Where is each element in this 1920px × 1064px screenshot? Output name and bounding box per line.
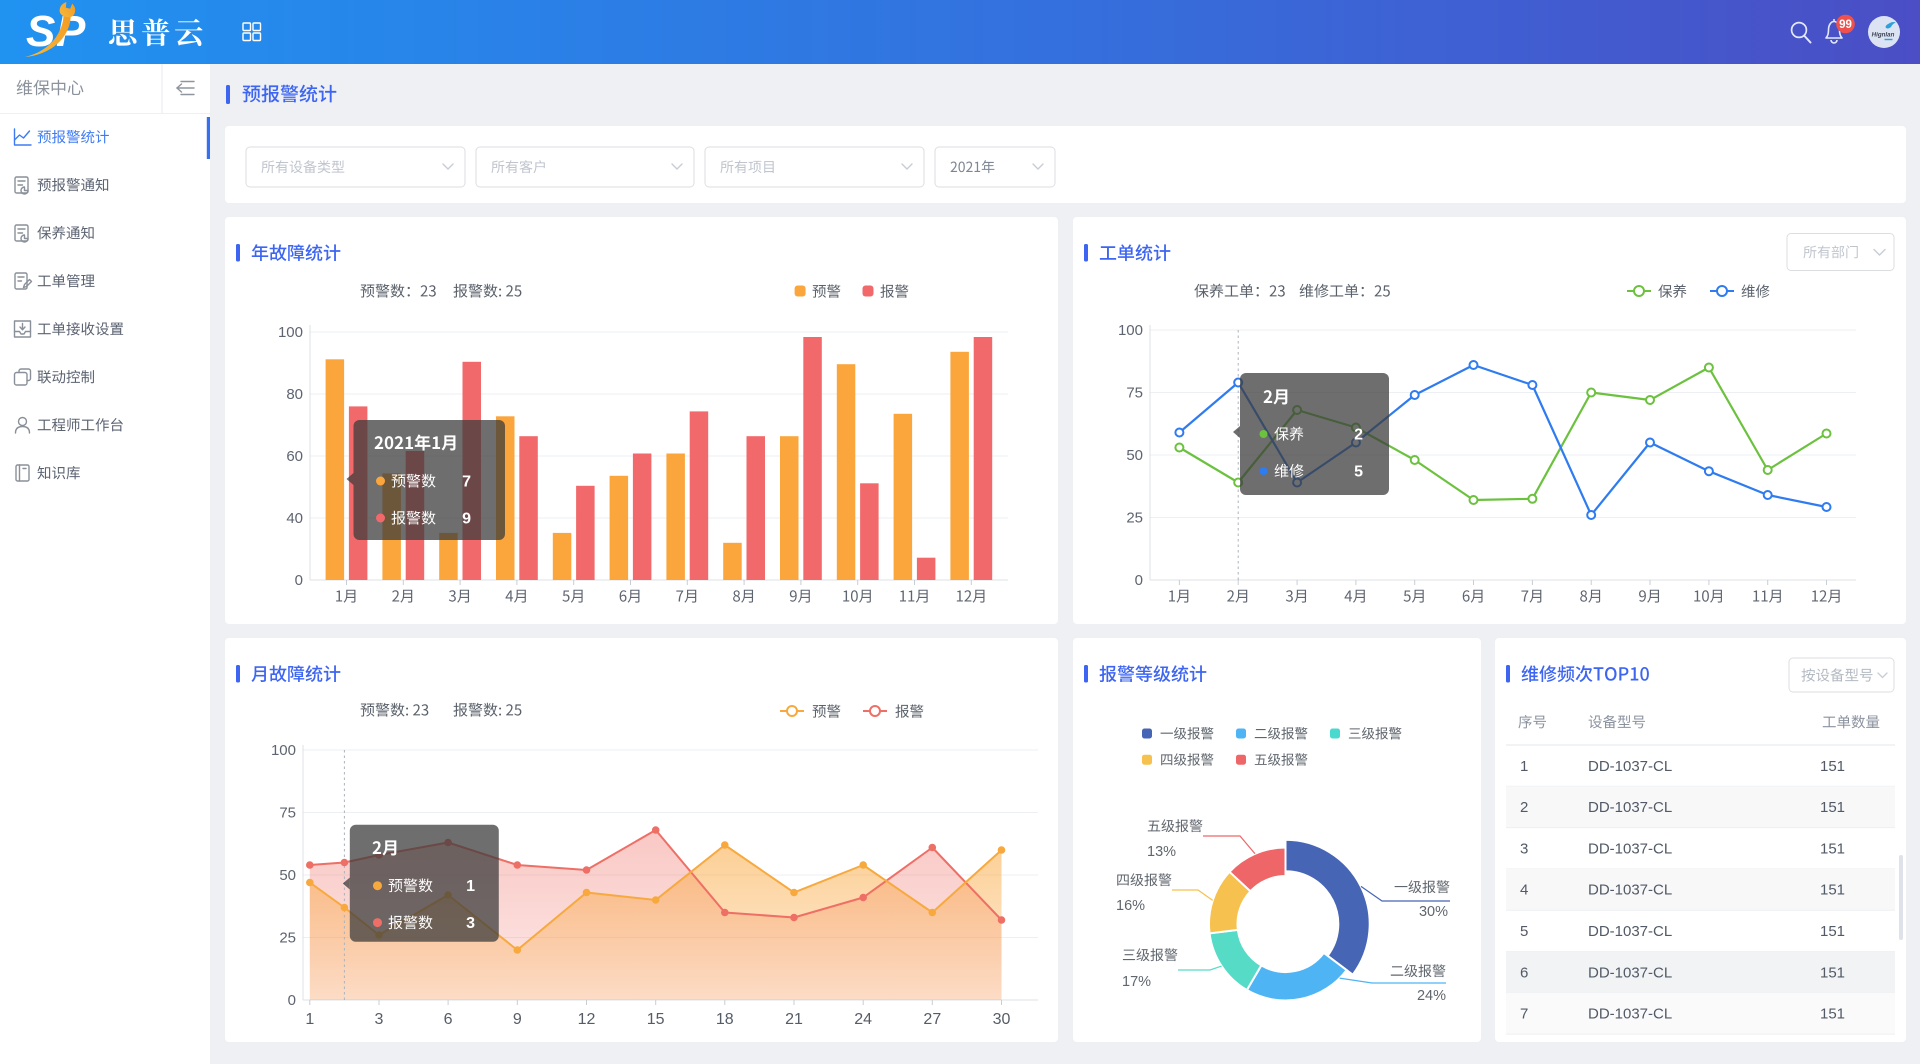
svg-text:21: 21	[785, 1011, 803, 1028]
svg-text:6: 6	[444, 1011, 453, 1028]
svg-text:151: 151	[1820, 758, 1845, 775]
svg-text:12: 12	[578, 1011, 596, 1028]
svg-text:DD-1037-CL: DD-1037-CL	[1588, 758, 1672, 775]
svg-text:3: 3	[466, 915, 475, 932]
svg-text:DD-1037-CL: DD-1037-CL	[1588, 799, 1672, 816]
svg-text:151: 151	[1820, 840, 1845, 857]
svg-text:15: 15	[647, 1011, 665, 1028]
svg-text:30%: 30%	[1419, 904, 1448, 920]
svg-text:2: 2	[1520, 799, 1528, 816]
svg-text:DD-1037-CL: DD-1037-CL	[1588, 923, 1672, 940]
svg-text:0: 0	[288, 992, 296, 1009]
svg-text:13%: 13%	[1147, 844, 1176, 860]
svg-text:151: 151	[1820, 1006, 1845, 1023]
svg-text:S: S	[26, 7, 55, 56]
svg-text:DD-1037-CL: DD-1037-CL	[1588, 964, 1672, 981]
svg-text:24%: 24%	[1417, 988, 1446, 1004]
svg-text:3: 3	[1520, 840, 1528, 857]
svg-text:DD-1037-CL: DD-1037-CL	[1588, 840, 1672, 857]
svg-text:18: 18	[716, 1011, 734, 1028]
svg-text:25: 25	[279, 930, 296, 947]
svg-text:100: 100	[271, 742, 296, 759]
svg-text:5: 5	[1354, 463, 1363, 480]
svg-text:151: 151	[1820, 799, 1845, 816]
svg-text:2: 2	[1354, 426, 1363, 443]
svg-text:1: 1	[466, 878, 475, 895]
svg-text:25: 25	[1126, 510, 1143, 527]
svg-text:40: 40	[286, 510, 303, 527]
svg-text:24: 24	[854, 1011, 872, 1028]
svg-text:80: 80	[286, 386, 303, 403]
svg-text:3: 3	[375, 1011, 384, 1028]
svg-text:4: 4	[1520, 882, 1528, 899]
svg-text:75: 75	[279, 805, 296, 822]
svg-text:0: 0	[1135, 572, 1143, 589]
svg-text:100: 100	[1118, 322, 1143, 339]
svg-text:DD-1037-CL: DD-1037-CL	[1588, 882, 1672, 899]
svg-text:9: 9	[462, 510, 471, 527]
svg-text:151: 151	[1820, 882, 1845, 899]
svg-text:DD-1037-CL: DD-1037-CL	[1588, 1006, 1672, 1023]
svg-text:151: 151	[1820, 923, 1845, 940]
svg-text:27: 27	[923, 1011, 941, 1028]
svg-text:6: 6	[1520, 964, 1528, 981]
svg-text:1: 1	[305, 1011, 314, 1028]
svg-text:16%: 16%	[1116, 898, 1145, 914]
svg-text:7: 7	[462, 473, 471, 490]
svg-text:50: 50	[279, 867, 296, 884]
svg-text:75: 75	[1126, 385, 1143, 402]
svg-text:99: 99	[1839, 19, 1852, 31]
svg-text:50: 50	[1126, 447, 1143, 464]
svg-text:100: 100	[278, 324, 303, 341]
svg-text:30: 30	[993, 1011, 1011, 1028]
svg-text:Hignlan: Hignlan	[1872, 32, 1895, 39]
svg-text:5: 5	[1520, 923, 1528, 940]
svg-text:0: 0	[295, 572, 303, 589]
svg-text:1: 1	[1520, 758, 1528, 775]
svg-text:151: 151	[1820, 964, 1845, 981]
svg-text:7: 7	[1520, 1006, 1528, 1023]
svg-text:60: 60	[286, 448, 303, 465]
svg-text:17%: 17%	[1122, 974, 1151, 990]
svg-text:9: 9	[513, 1011, 522, 1028]
